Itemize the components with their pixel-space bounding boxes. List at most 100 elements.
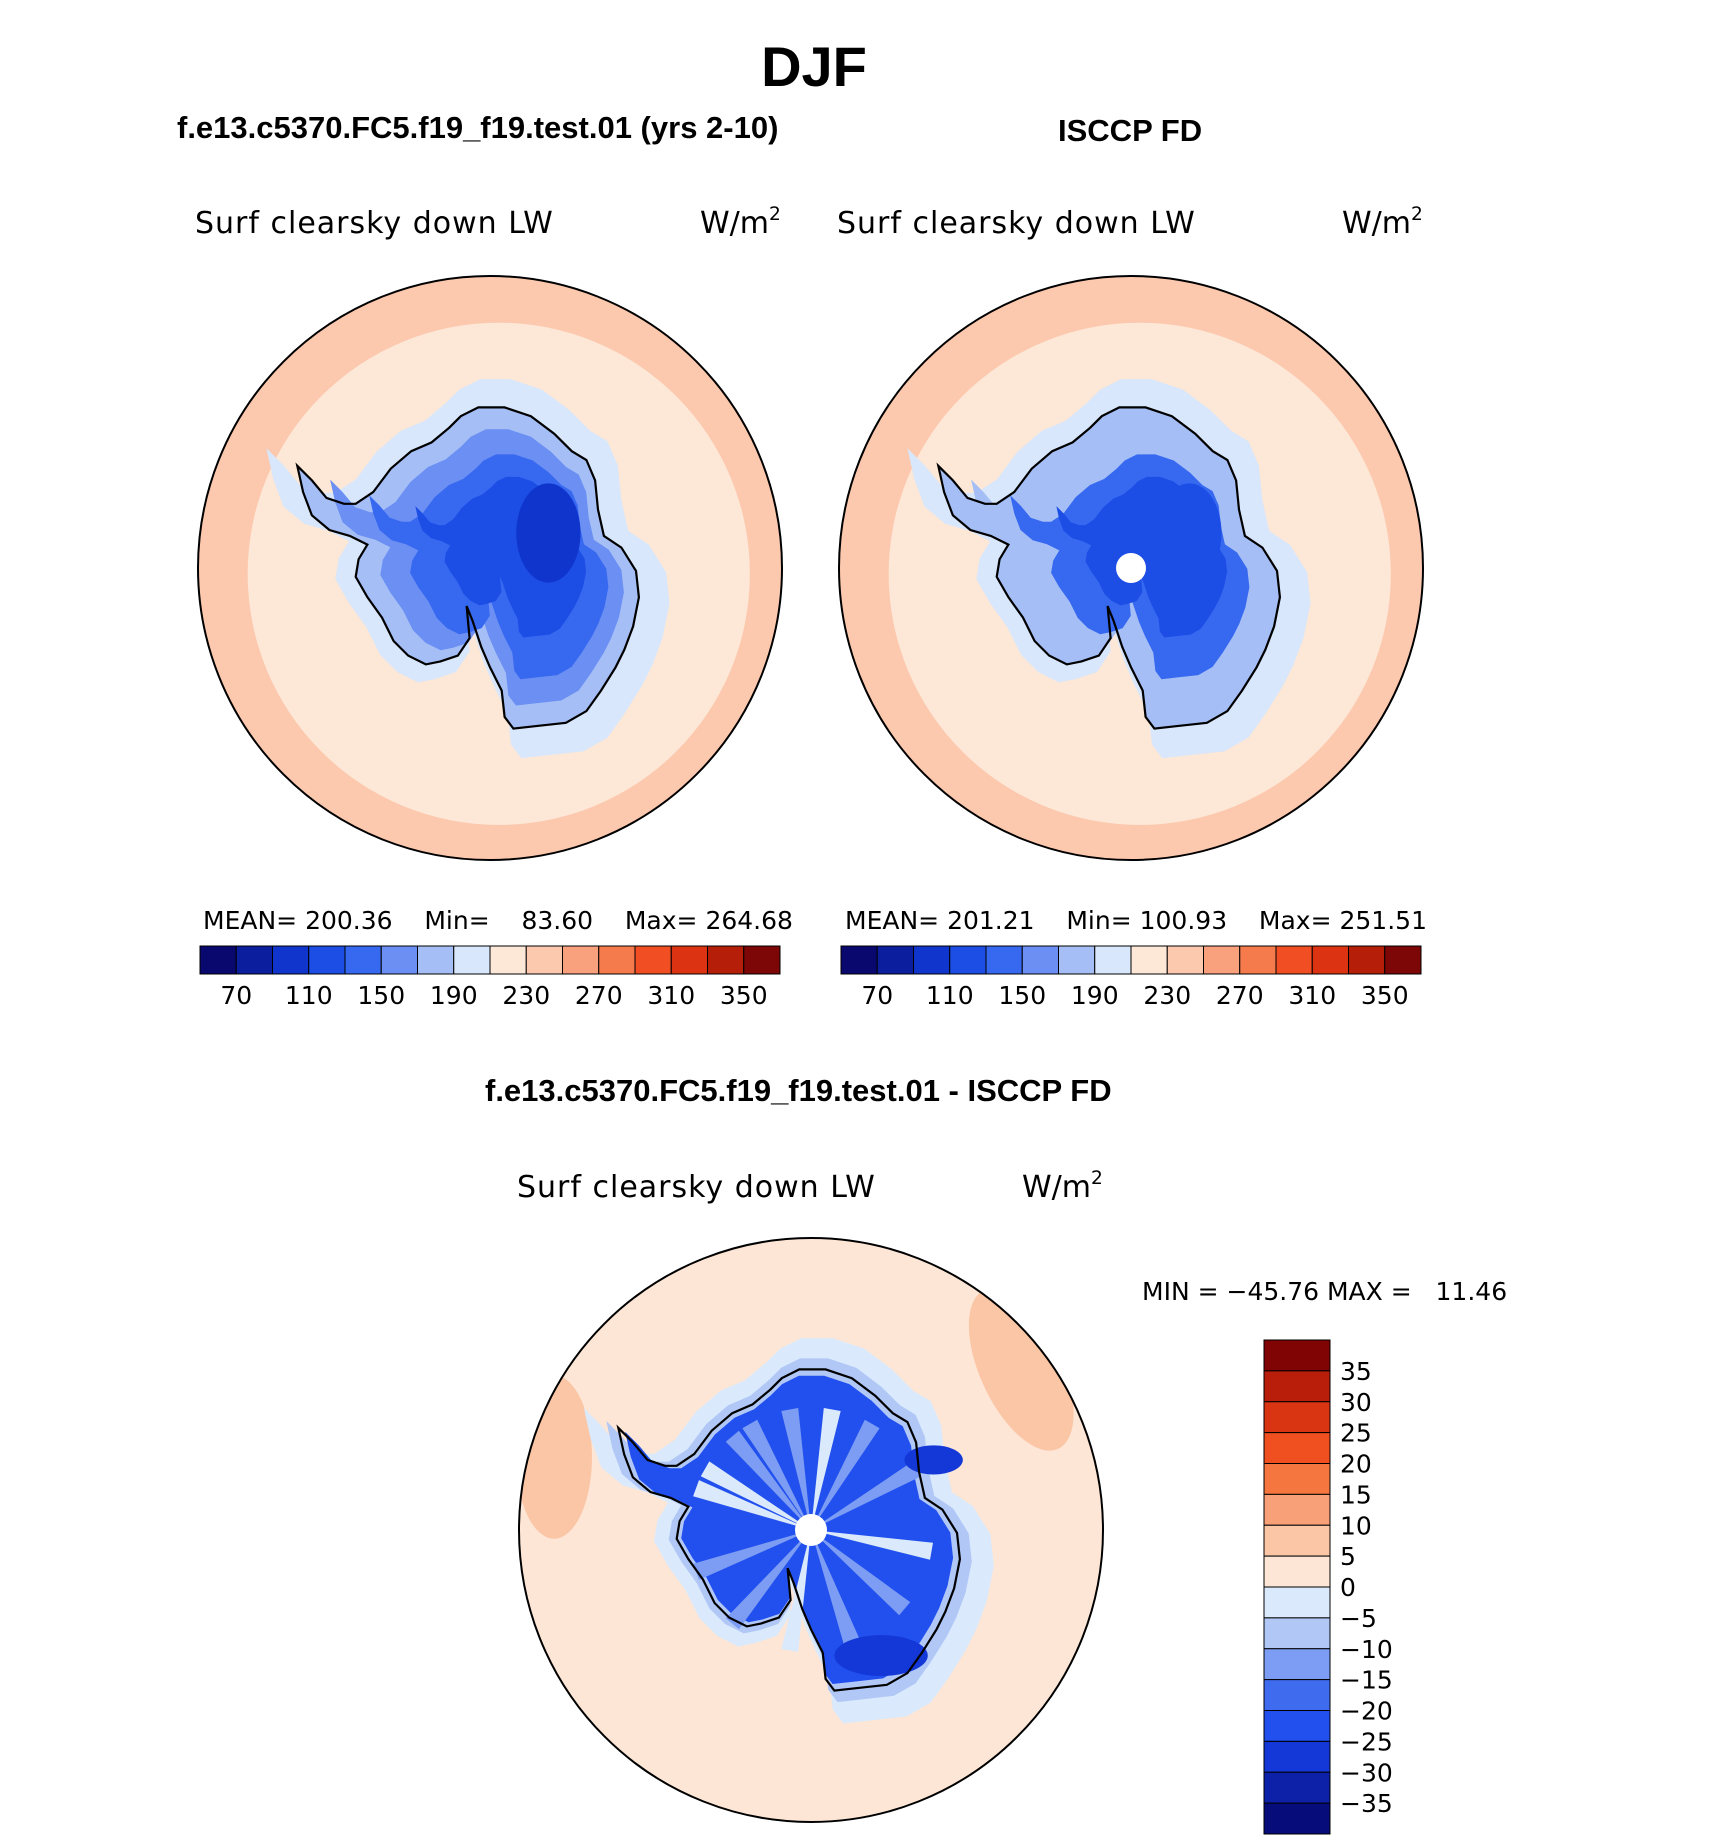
obs-pole-hole <box>1116 553 1146 583</box>
model-colorbar-tick: 350 <box>720 981 768 1010</box>
obs-colorbar-box <box>1348 945 1386 975</box>
obs-colorbar-box <box>1203 945 1241 975</box>
model-colorbar-box <box>235 945 273 975</box>
obs-colorbar-box <box>1311 945 1349 975</box>
diff-colorbar-tick: 15 <box>1340 1480 1372 1509</box>
diff-colorbar-box <box>1263 1493 1331 1526</box>
model-colorbar-box <box>489 945 527 975</box>
diff-colorbar-box <box>1263 1617 1331 1650</box>
diff-colorbar-tick: 20 <box>1340 1450 1372 1479</box>
obs-outer-ring <box>839 276 1423 860</box>
model-colorbar-tick: 70 <box>220 981 252 1010</box>
diff-colorbar-tick: −30 <box>1340 1758 1393 1787</box>
obs-field <box>839 276 1423 860</box>
model-colorbar-box <box>417 945 455 975</box>
diff-ocean <box>519 1238 1103 1822</box>
model-colorbar-box <box>308 945 346 975</box>
obs-colorbar-box <box>1058 945 1096 975</box>
diff-field <box>519 1238 1103 1822</box>
obs-colorbar-box <box>1094 945 1132 975</box>
diff-sea-ice-zone <box>583 1338 994 1724</box>
diff-warm-patch-west <box>519 1375 592 1539</box>
diff-colorbar-box <box>1263 1679 1331 1711</box>
diff-colorbar-box <box>1263 1432 1331 1464</box>
diff-radial-streak <box>781 1530 811 1652</box>
model-panel-title: f.e13.c5370.FC5.f19_f19.test.01 (yrs 2-1… <box>177 110 779 145</box>
model-colorbar-tick: 150 <box>357 981 405 1010</box>
obs-sea-ice-zone <box>907 379 1311 759</box>
diff-map-border <box>518 1237 1104 1823</box>
obs-panel-title: ISCCP FD <box>1058 113 1203 148</box>
diff-colorbar-tick: −15 <box>1340 1666 1393 1695</box>
diff-colorbar-tick: 30 <box>1340 1388 1372 1417</box>
diff-deep-zone-east <box>904 1445 963 1475</box>
diff-colorbar-tick: −25 <box>1340 1727 1393 1756</box>
model-colorbar-box <box>272 945 310 975</box>
model-ocean-band <box>247 322 750 825</box>
diff-radial-streak <box>811 1530 911 1616</box>
diff-colorbar-tick: 35 <box>1340 1357 1372 1386</box>
obs-interior-zone <box>1056 476 1228 638</box>
diff-colorbar-box <box>1263 1740 1331 1773</box>
obs-coastline <box>936 406 1282 730</box>
model-coastal-zone <box>297 407 639 729</box>
obs-slope-zone <box>971 429 1265 706</box>
obs-colorbar-tick: 350 <box>1361 981 1409 1010</box>
model-interior-zone <box>415 476 587 638</box>
obs-colorbar-box <box>1384 945 1422 975</box>
diff-radial-streak <box>811 1461 922 1530</box>
model-colorbar-box <box>453 945 491 975</box>
obs-stats: MEAN= 201.21 Min= 100.93 Max= 251.51 <box>845 906 1427 935</box>
diff-colorbar-box <box>1263 1648 1331 1681</box>
diff-colorbar-box <box>1263 1370 1331 1403</box>
obs-colorbar-tick: 150 <box>998 981 1046 1010</box>
diff-colorbar-tick: −10 <box>1340 1635 1393 1664</box>
model-colorbar-box <box>707 945 745 975</box>
diff-radial-streak <box>811 1530 861 1648</box>
diff-radial-streak <box>781 1408 811 1530</box>
diff-stats: MIN = −45.76 MAX = 11.46 <box>1142 1277 1508 1306</box>
model-colorbar-box <box>670 945 708 975</box>
diff-radial-streak <box>742 1419 811 1530</box>
diff-units-label: W/m2 <box>1022 1167 1103 1205</box>
model-stats: MEAN= 200.36 Min= 83.60 Max= 264.68 <box>203 906 793 935</box>
diff-variable-label: Surf clearsky down LW <box>517 1170 876 1205</box>
diff-radial-streak <box>811 1419 880 1530</box>
diff-radial-streak <box>725 1430 811 1530</box>
obs-map-border <box>838 275 1424 861</box>
model-sea-ice-zone <box>266 379 670 759</box>
diff-colorbar-box <box>1263 1586 1331 1619</box>
obs-colorbar-tick: 230 <box>1143 981 1191 1010</box>
obs-colorbar-tick: 310 <box>1288 981 1336 1010</box>
model-coastline <box>295 406 641 730</box>
diff-warm-patch-east <box>968 1288 1074 1451</box>
diff-continent-zone <box>625 1375 954 1684</box>
diff-pole-hole <box>795 1514 827 1546</box>
diff-radial-streak <box>811 1408 841 1530</box>
model-colorbar-box <box>743 945 781 975</box>
diff-colorbar-tick: 10 <box>1340 1511 1372 1540</box>
diff-radial-streak <box>693 1480 811 1530</box>
diff-radial-streak <box>725 1530 811 1630</box>
diff-colorbar-tick: 25 <box>1340 1419 1372 1448</box>
obs-colorbar-box <box>949 945 987 975</box>
model-minimum-zone <box>516 483 581 583</box>
obs-colorbar-box <box>1239 945 1277 975</box>
obs-colorbar-tick: 190 <box>1071 981 1119 1010</box>
diff-radial-streak <box>811 1530 933 1560</box>
obs-ocean-band <box>888 322 1391 825</box>
diff-deep-zone-south <box>834 1635 928 1677</box>
model-colorbar-tick: 190 <box>430 981 478 1010</box>
model-colorbar-tick: 270 <box>575 981 623 1010</box>
season-title: DJF <box>761 35 867 98</box>
diff-colorbar-box <box>1263 1524 1331 1557</box>
obs-coastal-zone <box>938 407 1280 729</box>
obs-colorbar-box <box>840 945 878 975</box>
diff-colorbar-box <box>1263 1401 1331 1434</box>
obs-colorbar-box <box>913 945 951 975</box>
model-units-label: W/m2 <box>700 203 781 241</box>
model-map-border <box>197 275 783 861</box>
diff-colorbar-box <box>1263 1710 1331 1742</box>
obs-plateau-zone <box>1010 454 1250 680</box>
diff-colorbar-tick: 5 <box>1340 1542 1356 1571</box>
